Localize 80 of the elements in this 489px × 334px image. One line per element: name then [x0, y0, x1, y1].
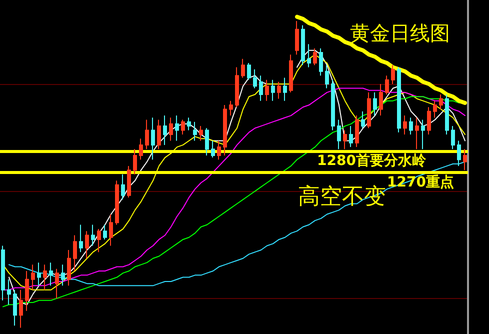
candlestick — [7, 278, 11, 306]
candlestick — [133, 148, 137, 175]
candlestick — [313, 48, 317, 66]
candlestick — [271, 79, 275, 102]
candlestick — [259, 75, 263, 102]
text: 黄金日线图 — [350, 21, 450, 45]
candlestick — [451, 126, 455, 150]
candlestick — [463, 148, 467, 171]
candlestick — [265, 79, 269, 102]
candlestick — [379, 84, 383, 116]
candlestick — [247, 62, 251, 80]
candlestick — [391, 64, 395, 85]
candlestick — [283, 77, 287, 102]
candlestick — [223, 104, 227, 156]
candlestick — [337, 119, 341, 150]
candlestick — [433, 100, 437, 118]
candlestick — [91, 224, 95, 246]
candlestick — [1, 245, 5, 301]
candlestick — [199, 126, 203, 142]
candlestick — [13, 289, 17, 326]
candlestick — [277, 81, 281, 100]
candlestick — [127, 165, 131, 198]
candlestick — [295, 20, 299, 56]
candlestick — [193, 121, 197, 142]
candlestick — [19, 289, 23, 328]
candlestick — [181, 119, 185, 135]
candlestick — [457, 140, 461, 166]
candlestick — [139, 138, 143, 160]
candlestick — [205, 128, 209, 156]
candlestick — [43, 264, 47, 290]
candlestick — [385, 75, 389, 96]
candlestick — [235, 66, 239, 108]
candlestick — [289, 54, 293, 93]
candlestick — [67, 249, 71, 286]
candlestick — [169, 117, 173, 142]
candlestick — [121, 174, 125, 200]
candlestick — [325, 64, 329, 89]
candlestick — [253, 68, 257, 89]
candlestick — [187, 117, 191, 131]
candlestick — [331, 79, 335, 131]
candlestick — [61, 264, 65, 286]
candlestick — [319, 48, 323, 76]
candlestick — [343, 130, 347, 150]
candlestick — [409, 117, 413, 135]
candlestick — [403, 115, 407, 135]
candlestick — [211, 140, 215, 158]
candlestick — [421, 119, 425, 150]
candlestick — [229, 100, 233, 116]
candlestick — [373, 92, 377, 116]
candlestick — [355, 115, 359, 148]
candlestick — [109, 214, 113, 246]
candlestick — [31, 264, 35, 290]
candlestick — [361, 110, 365, 129]
candlestick — [97, 228, 101, 253]
candlestick — [301, 24, 305, 66]
candlestick — [151, 117, 155, 160]
candlestick — [55, 268, 59, 299]
candlestick — [367, 92, 371, 129]
candlestick — [241, 58, 245, 78]
candlestick — [157, 119, 161, 150]
candlestick — [103, 224, 107, 240]
candlestick — [79, 224, 83, 253]
candlestick — [427, 106, 431, 135]
candlestick — [445, 94, 449, 135]
candlestick — [85, 230, 89, 259]
candlestick — [25, 270, 29, 312]
candlestick — [307, 44, 311, 68]
candlestick — [163, 115, 167, 146]
candlestick — [217, 140, 221, 160]
candlestick — [415, 117, 419, 150]
candlestick — [49, 262, 53, 286]
candlestick — [145, 119, 149, 150]
candlestick — [37, 262, 41, 286]
candlestick — [175, 115, 179, 142]
candlestick — [115, 180, 119, 226]
candlestick — [349, 126, 353, 148]
candlestick — [397, 66, 401, 133]
candlestick — [73, 234, 77, 272]
ref-line-label: 1280首要分水岭 — [317, 153, 427, 170]
candlestick — [439, 94, 443, 110]
